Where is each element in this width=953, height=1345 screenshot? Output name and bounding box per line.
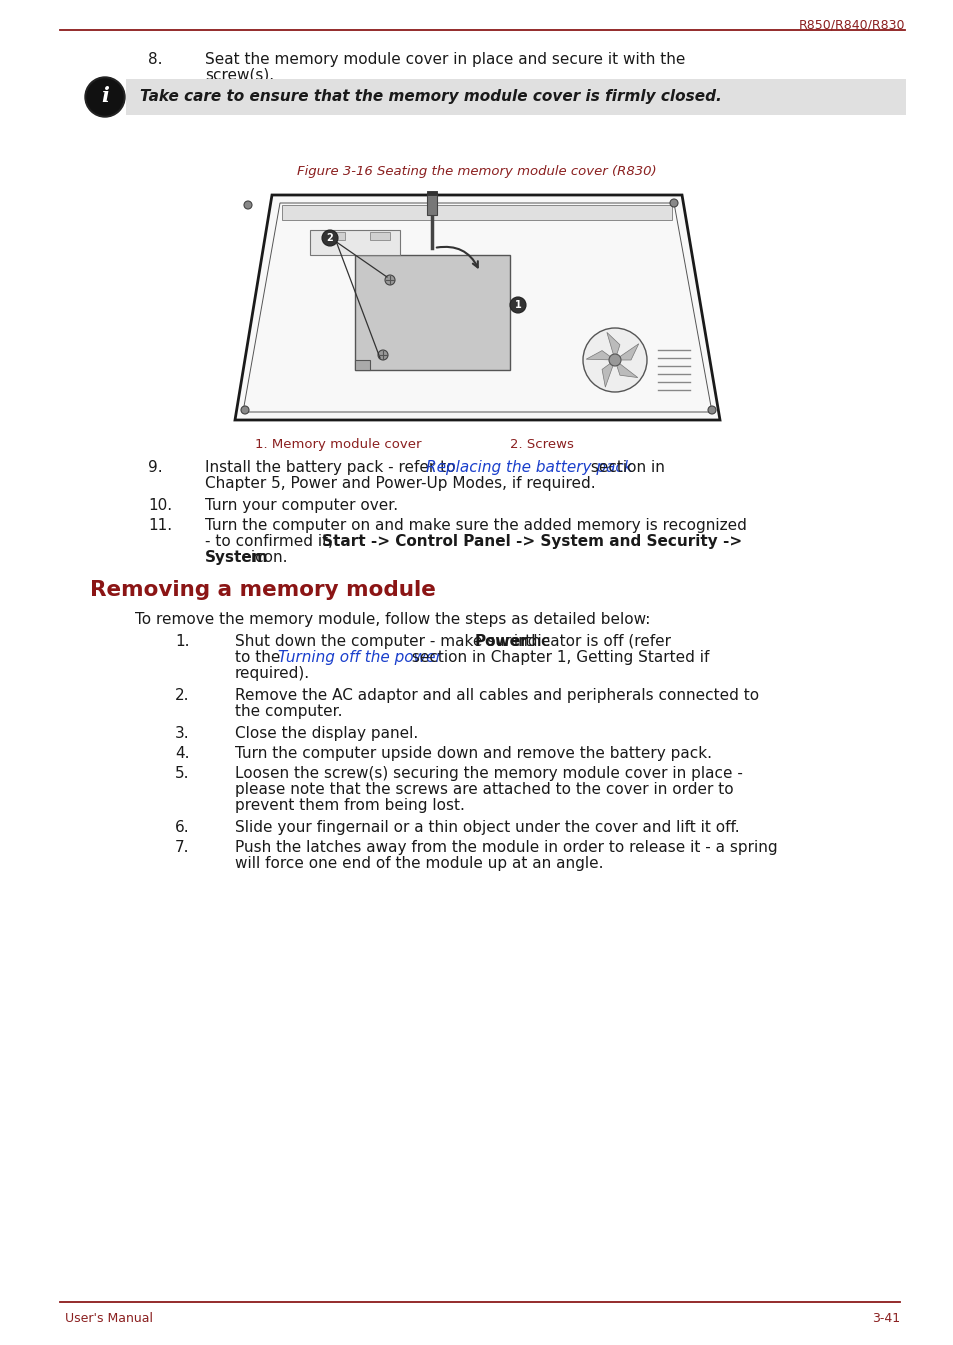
Text: section in Chapter 1, Getting Started if: section in Chapter 1, Getting Started if — [407, 650, 709, 664]
Text: User's Manual: User's Manual — [65, 1311, 152, 1325]
Bar — [126, 79, 905, 116]
Circle shape — [241, 406, 249, 414]
Circle shape — [244, 200, 252, 208]
Text: section in: section in — [586, 460, 664, 475]
Polygon shape — [615, 360, 638, 378]
Text: Push the latches away from the module in order to release it - a spring: Push the latches away from the module in… — [234, 841, 777, 855]
Text: Removing a memory module: Removing a memory module — [90, 580, 436, 600]
Text: Figure 3-16 Seating the memory module cover (R830): Figure 3-16 Seating the memory module co… — [297, 165, 656, 178]
Text: Replacing the battery pack: Replacing the battery pack — [426, 460, 633, 475]
Text: Slide your fingernail or a thin object under the cover and lift it off.: Slide your fingernail or a thin object u… — [234, 820, 739, 835]
Polygon shape — [601, 360, 615, 387]
Text: 11.: 11. — [148, 518, 172, 533]
Text: 1: 1 — [514, 300, 521, 309]
Text: System: System — [205, 550, 269, 565]
Text: 2. Screws: 2. Screws — [510, 438, 574, 451]
Text: 2: 2 — [326, 233, 333, 243]
Polygon shape — [234, 195, 720, 420]
Text: required).: required). — [234, 666, 310, 681]
Polygon shape — [355, 360, 370, 370]
Text: Start -> Control Panel -> System and Security ->: Start -> Control Panel -> System and Sec… — [321, 534, 741, 549]
Text: Turning off the power: Turning off the power — [277, 650, 441, 664]
Polygon shape — [355, 256, 510, 370]
Polygon shape — [585, 351, 615, 360]
Text: 3-41: 3-41 — [871, 1311, 899, 1325]
Text: 1.: 1. — [174, 633, 190, 650]
Polygon shape — [282, 204, 671, 221]
Text: Remove the AC adaptor and all cables and peripherals connected to: Remove the AC adaptor and all cables and… — [234, 689, 759, 703]
Text: 4.: 4. — [174, 746, 190, 761]
Circle shape — [582, 328, 646, 391]
Text: 2.: 2. — [174, 689, 190, 703]
Bar — [325, 231, 345, 239]
Circle shape — [707, 406, 716, 414]
Text: Loosen the screw(s) securing the memory module cover in place -: Loosen the screw(s) securing the memory … — [234, 767, 742, 781]
Text: Seat the memory module cover in place and secure it with the: Seat the memory module cover in place an… — [205, 52, 684, 67]
Text: 10.: 10. — [148, 498, 172, 512]
Circle shape — [377, 350, 388, 360]
Text: Power: Power — [475, 633, 528, 650]
Text: Close the display panel.: Close the display panel. — [234, 726, 417, 741]
Text: 3.: 3. — [174, 726, 190, 741]
Polygon shape — [310, 230, 399, 256]
Text: will force one end of the module up at an angle.: will force one end of the module up at a… — [234, 855, 603, 872]
Text: Shut down the computer - make sure the: Shut down the computer - make sure the — [234, 633, 555, 650]
Text: i: i — [101, 86, 109, 106]
Polygon shape — [606, 332, 619, 360]
Text: Turn your computer over.: Turn your computer over. — [205, 498, 397, 512]
Text: screw(s).: screw(s). — [205, 69, 274, 83]
Text: the computer.: the computer. — [234, 703, 342, 720]
Circle shape — [87, 79, 123, 116]
Text: Turn the computer upside down and remove the battery pack.: Turn the computer upside down and remove… — [234, 746, 711, 761]
Text: Install the battery pack - refer to: Install the battery pack - refer to — [205, 460, 460, 475]
Text: - to confirmed it,: - to confirmed it, — [205, 534, 337, 549]
Text: to the: to the — [234, 650, 285, 664]
Text: 7.: 7. — [174, 841, 190, 855]
Bar — [370, 231, 390, 239]
Text: prevent them from being lost.: prevent them from being lost. — [234, 798, 464, 812]
Text: R850/R840/R830: R850/R840/R830 — [798, 17, 904, 31]
Text: icon.: icon. — [245, 550, 287, 565]
Circle shape — [322, 230, 337, 246]
Text: Turn the computer on and make sure the added memory is recognized: Turn the computer on and make sure the a… — [205, 518, 746, 533]
Text: To remove the memory module, follow the steps as detailed below:: To remove the memory module, follow the … — [135, 612, 650, 627]
Circle shape — [385, 274, 395, 285]
Text: Chapter 5, Power and Power-Up Modes, if required.: Chapter 5, Power and Power-Up Modes, if … — [205, 476, 595, 491]
Text: 1. Memory module cover: 1. Memory module cover — [254, 438, 421, 451]
Circle shape — [608, 354, 620, 366]
Text: 8.: 8. — [148, 52, 162, 67]
Text: 5.: 5. — [174, 767, 190, 781]
Text: 6.: 6. — [174, 820, 190, 835]
Circle shape — [85, 77, 125, 117]
Text: indicator is off (refer: indicator is off (refer — [508, 633, 670, 650]
Polygon shape — [615, 344, 639, 360]
Circle shape — [669, 199, 678, 207]
Circle shape — [510, 297, 525, 313]
Bar — [427, 192, 436, 215]
Text: please note that the screws are attached to the cover in order to: please note that the screws are attached… — [234, 781, 733, 798]
Text: Take care to ensure that the memory module cover is firmly closed.: Take care to ensure that the memory modu… — [140, 90, 721, 105]
Text: 9.: 9. — [148, 460, 162, 475]
